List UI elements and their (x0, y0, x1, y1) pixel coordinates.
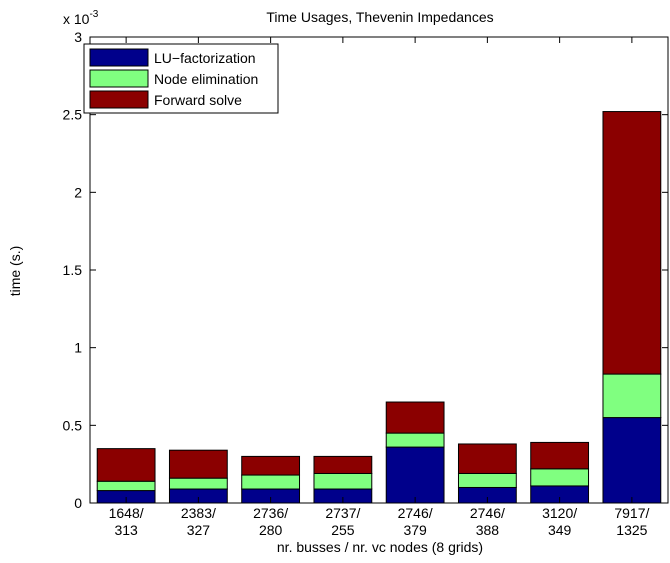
bar-segment-2-3 (241, 474, 301, 490)
legend-label-1: LU−factorization (154, 50, 256, 66)
x-axis-label: nr. busses / nr. vc nodes (8 grids) (277, 539, 483, 555)
x-tick-label: 2746/ (398, 505, 433, 521)
bar-segment-2-8 (602, 373, 662, 419)
legend-label-2: Node elimination (154, 71, 258, 87)
bar-segment-3-6 (457, 443, 517, 474)
y-exponent-base: x 10 (63, 11, 90, 27)
bar-segment-3-8 (602, 111, 662, 375)
svg-text:x 10-3: x 10-3 (63, 9, 99, 27)
x-tick-label: 3120/ (542, 505, 577, 521)
bar-segment-3-5 (385, 401, 445, 434)
y-axis-label: time (s.) (7, 246, 23, 297)
bar-segment-2-1 (96, 480, 156, 492)
bar-segment-3-2 (168, 449, 228, 479)
y-tick-label: 1.5 (63, 262, 83, 278)
x-tick-label: 2746/ (470, 505, 505, 521)
bar-segment-1-5 (385, 446, 445, 504)
legend-label-3: Forward solve (154, 92, 242, 108)
legend: LU−factorization Node elimination Forward … (83, 43, 279, 114)
y-axis: 0 0.5 1 1.5 2 2.5 3 (63, 29, 668, 511)
bar-segment-3-4 (313, 455, 373, 474)
x-tick-label: 255 (331, 522, 355, 538)
x-tick-label: 327 (187, 522, 211, 538)
legend-swatch-2 (89, 69, 149, 88)
legend-swatch-3 (89, 90, 149, 109)
x-tick-label: 1648/ (109, 505, 144, 521)
bar-segment-2-2 (168, 477, 228, 490)
bar-segment-2-7 (530, 468, 590, 487)
x-axis: 1648/313 2383/327 2736/280 2737/255 2746/379… (109, 37, 649, 538)
bar-segment-2-5 (385, 432, 445, 448)
y-tick-label: 1 (74, 340, 82, 356)
y-tick-label: 3 (74, 29, 82, 45)
x-tick-label: 2736/ (253, 505, 288, 521)
plot-frame-border (89, 36, 669, 504)
legend-swatch-1 (89, 48, 149, 67)
bar-segment-3-7 (530, 441, 590, 470)
x-tick-label: 7917/ (614, 505, 649, 521)
bar-segment-2-6 (457, 472, 517, 488)
x-tick-label: 2383/ (181, 505, 216, 521)
y-tick-label: 0.5 (63, 417, 83, 433)
x-tick-label: 349 (548, 522, 572, 538)
y-tick-label: 2.5 (63, 107, 83, 123)
bar-segment-3-1 (96, 448, 156, 482)
x-tick-label: 2737/ (325, 505, 360, 521)
bar-segment-1-8 (602, 417, 662, 504)
x-tick-label: 388 (476, 522, 500, 538)
y-exponent-power: -3 (89, 9, 98, 20)
x-tick-label: 379 (403, 522, 427, 538)
x-tick-label: 280 (259, 522, 283, 538)
y-tick-label: 2 (74, 184, 82, 200)
chart-title: Time Usages, Thevenin Impedances (266, 9, 493, 25)
plot-area (89, 36, 669, 504)
y-axis-exponent: x 10-3 (63, 9, 99, 27)
x-tick-label: 1325 (616, 522, 647, 538)
x-tick-label: 313 (114, 522, 138, 538)
bar-segment-2-4 (313, 472, 373, 490)
bar-segment-3-3 (241, 455, 301, 476)
bars-group (96, 111, 662, 504)
y-tick-label: 0 (74, 495, 82, 511)
